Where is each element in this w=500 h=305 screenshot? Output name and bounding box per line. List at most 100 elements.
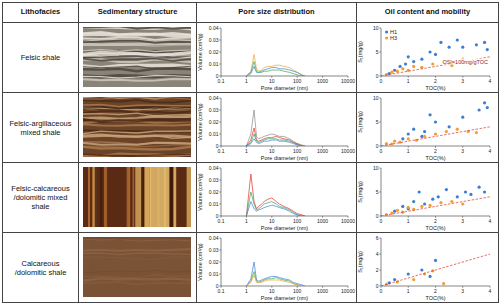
image-lamina: [83, 97, 191, 99]
image-lamina: [83, 142, 191, 144]
y-tick: [219, 216, 221, 217]
point: [398, 65, 401, 68]
point: [483, 101, 486, 104]
x-tick-label: 1: [407, 288, 410, 294]
x-axis: [221, 286, 348, 287]
y-tick: [219, 122, 221, 123]
lithofacies-label: Felsic-calcareous /dolomitic mixed shale: [3, 163, 78, 232]
image-ground: [83, 237, 191, 297]
image-lamina: [83, 59, 191, 62]
x-tick-label: 4: [489, 78, 492, 84]
column-header: Lithofacies: [3, 3, 78, 22]
y-tick-label: 0: [216, 283, 219, 289]
plot-area: [246, 110, 304, 146]
x-tick-label: 3: [461, 148, 464, 154]
point: [415, 139, 418, 142]
y-tick-label: 0.01: [209, 131, 219, 137]
border-line: [2, 232, 499, 233]
series-line: [246, 110, 304, 146]
point: [469, 193, 472, 196]
x-tick-label: 1: [407, 78, 410, 84]
point: [423, 202, 426, 205]
y-tick-label: 0: [376, 73, 379, 79]
y-tick: [219, 168, 221, 169]
point: [428, 50, 431, 53]
point: [461, 202, 464, 205]
y-tick: [219, 274, 221, 275]
point: [450, 200, 453, 203]
figure: LithofaciesSedimentary structurePore siz…: [0, 0, 500, 305]
image-lamina: [83, 237, 191, 239]
y-tick: [219, 286, 221, 287]
image-band: [173, 167, 175, 227]
y-tick: [379, 168, 381, 169]
x-tick-label: 10000: [341, 78, 355, 84]
series-line: [246, 54, 304, 76]
y-tick: [219, 180, 221, 181]
rock-image: [83, 237, 191, 297]
y-tick-label: 10: [373, 165, 379, 171]
y-tick: [379, 28, 381, 29]
y-tick: [219, 110, 221, 111]
rock-image: [83, 97, 191, 157]
y-tick: [219, 98, 221, 99]
x-tick-label: 3: [461, 218, 464, 224]
y-tick: [219, 28, 221, 29]
y-axis-title: Volume (cm³/g): [197, 173, 203, 210]
series-line: [246, 275, 304, 286]
point: [401, 205, 404, 208]
point: [407, 206, 410, 209]
y-tick: [219, 64, 221, 65]
x-tick-label: 0.1: [218, 148, 225, 154]
image-lamina: [83, 108, 191, 110]
point: [407, 272, 410, 275]
plot-area: [381, 186, 490, 216]
image-lamina: [83, 79, 191, 81]
x-tick-label: 1: [245, 78, 248, 84]
image-lamina: [83, 105, 191, 107]
legend-marker: [385, 30, 388, 33]
point: [445, 188, 448, 191]
image-band: [188, 167, 191, 227]
image-lamina: [83, 59, 191, 62]
border-line: [2, 2, 3, 303]
image-band: [141, 167, 144, 227]
series-line: [246, 62, 304, 76]
x-tick-label: 100: [293, 288, 302, 294]
image-lamina: [83, 113, 191, 116]
point: [420, 268, 423, 271]
image-ground: [83, 97, 191, 157]
x-tick-label: 10000: [341, 218, 355, 224]
x-axis-title: Pore diameter (nm): [261, 225, 309, 231]
y-tick: [379, 238, 381, 239]
x-tick-label: 10000: [341, 288, 355, 294]
point: [407, 55, 410, 58]
y-axis-title: S₁(mg/g): [357, 111, 363, 133]
plot-area: [246, 174, 304, 216]
chart: 0.111010010001000000.010.020.030.04Pore …: [197, 163, 356, 232]
y-tick: [219, 40, 221, 41]
lithofacies-label: Felsic shale: [3, 23, 78, 92]
y-tick-label: 0: [216, 73, 219, 79]
point: [401, 137, 404, 140]
image-lamina: [83, 278, 191, 280]
point: [412, 60, 415, 63]
image-lamina: [83, 53, 191, 56]
legend-marker: [385, 36, 388, 39]
image-lamina: [83, 120, 191, 122]
x-tick-label: 1000: [317, 288, 328, 294]
x-axis-title: TOC(%): [425, 295, 445, 301]
x-axis-title: Pore diameter (nm): [261, 295, 309, 301]
point: [393, 140, 396, 143]
point: [445, 130, 448, 133]
y-tick: [219, 238, 221, 239]
y-tick-label: 6: [376, 235, 379, 241]
chart: 0.111010010001000000.010.020.030.04Pore …: [197, 233, 356, 302]
image-band: [129, 167, 130, 227]
point: [461, 46, 464, 49]
y-tick: [219, 204, 221, 205]
border-line: [2, 302, 499, 303]
point: [393, 210, 396, 213]
point: [420, 205, 423, 208]
image-ground: [83, 167, 191, 227]
